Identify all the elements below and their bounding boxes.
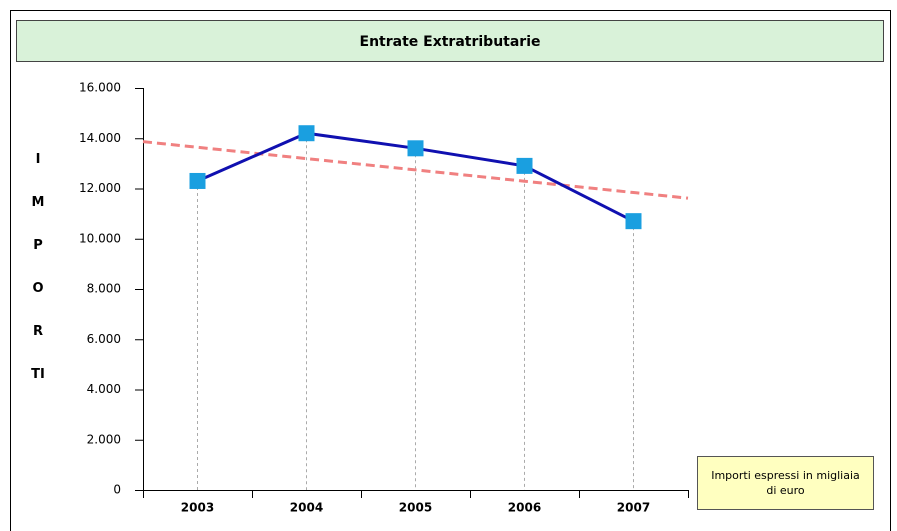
- x-tick-label: 2007: [617, 501, 650, 515]
- y-tick-label: 14.000: [79, 131, 121, 145]
- note: Importi espressi in migliaia di euro: [697, 456, 874, 510]
- x-tick-label: 2005: [399, 501, 432, 515]
- y-tick-label: 0: [113, 483, 121, 497]
- trend-line: [142, 140, 689, 200]
- y-tick-label: 2.000: [87, 432, 121, 446]
- y-axis-title: IMPORTI: [31, 152, 45, 382]
- chart-title: Entrate Extratributarie: [360, 34, 541, 50]
- x-tick-label: 2006: [508, 501, 541, 515]
- marker: [407, 140, 424, 157]
- y-tick-label: 8.000: [87, 282, 121, 296]
- frame: [10, 10, 891, 531]
- x-tick-label: 2003: [181, 501, 214, 515]
- y-tick-label: 4.000: [87, 382, 121, 396]
- y-tick-label: 10.000: [79, 231, 121, 245]
- marker: [516, 157, 533, 174]
- y-tick-label: 6.000: [87, 332, 121, 346]
- marker: [625, 213, 642, 230]
- x-tick-label: 2004: [290, 501, 323, 515]
- marker: [189, 172, 206, 189]
- marker: [298, 125, 315, 142]
- y-tick-label: 16.000: [79, 81, 121, 95]
- header: [16, 20, 884, 62]
- y-tick-label: 12.000: [79, 181, 121, 195]
